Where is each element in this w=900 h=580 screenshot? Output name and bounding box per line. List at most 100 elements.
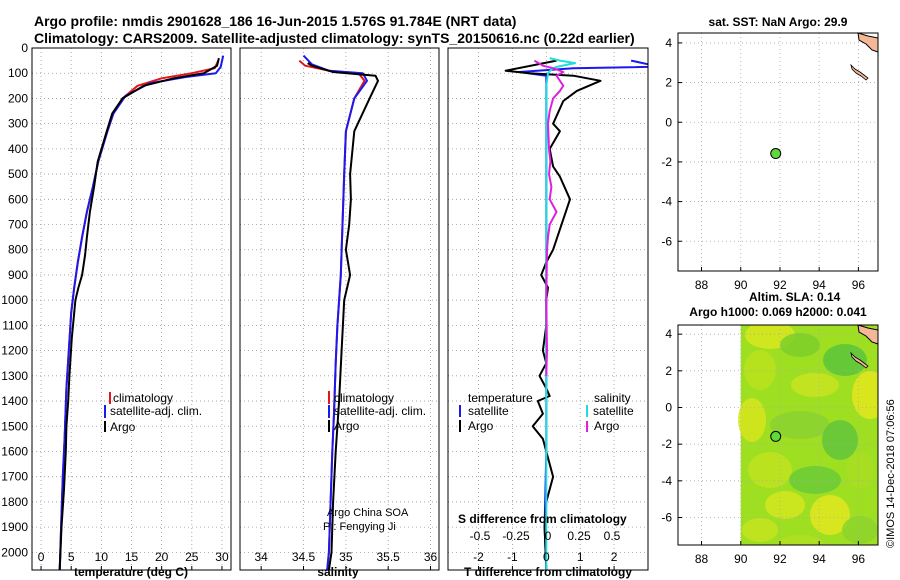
sla-map-panel: Altim. SLA: 0.14 Argo h1000: 0.069 h2000… [661, 290, 879, 566]
map-lat-label: -6 [661, 234, 672, 248]
map-lat-label: 2 [665, 364, 672, 378]
map-lon-label: 94 [812, 552, 826, 566]
map-lat-label: -2 [661, 437, 672, 451]
x-tick-label: 25 [185, 550, 199, 564]
map-lon-label: 88 [695, 552, 709, 566]
map-lat-label: 2 [665, 76, 672, 90]
sla-map-frame [677, 324, 879, 546]
map-lat-label: -6 [661, 511, 672, 525]
sla-field-patch [822, 420, 858, 460]
temperature-difference-label: T difference from climatology [464, 565, 632, 579]
salinity-legend-climatology-label: climatology [334, 391, 394, 405]
depth-tick-label: 1500 [1, 419, 28, 433]
sla-map-lat-labels: 4 2 0 -2 -4 -6 [661, 327, 672, 524]
argo-float-marker-sla [770, 430, 782, 442]
x-tick-label: 34 [254, 550, 268, 564]
depth-tick-label: 1200 [1, 344, 28, 358]
sla-field-patch [742, 518, 778, 542]
sla-field-patch [852, 371, 878, 419]
salinity-diff-tick-label: -0.25 [502, 529, 530, 543]
depth-tick-label: 1100 [2, 318, 28, 332]
sla-field [738, 325, 878, 545]
sla-field-patch [738, 398, 766, 442]
difference-legend-t-argo-label: Argo [468, 419, 494, 433]
depth-tick-label: 500 [8, 167, 28, 181]
series-line [307, 62, 379, 570]
salinity-legend-satellite-label: satellite-adj. clim. [334, 404, 426, 418]
map-lon-label: 92 [773, 552, 787, 566]
map-lat-label: -4 [661, 474, 672, 488]
salinity-x-label: salinity [317, 565, 359, 579]
x-tick-label: 36 [424, 550, 438, 564]
depth-tick-label: 1600 [1, 444, 28, 458]
map-lat-label: 0 [665, 115, 672, 129]
sst-map-frame [677, 32, 879, 272]
x-tick-label: 35.5 [377, 550, 401, 564]
credit-line2: PI: Fengying Ji [323, 521, 396, 533]
map-lat-label: -2 [661, 155, 672, 169]
depth-tick-labels: 0 100 200 300 400 500 600 700 800 900 1000 1100 1200… [1, 41, 28, 559]
figure-title-line2: Climatology: CARS2009. Satellite-adjuste… [34, 30, 635, 46]
temperature-x-tick-labels: 0 5 10 15 20 25 30 [38, 550, 229, 564]
sst-map-lat-labels: 4 2 0 -2 -4 -6 [661, 36, 672, 248]
depth-tick-label: 200 [8, 91, 28, 105]
x-tick-label: 20 [155, 550, 169, 564]
map-lat-label: 0 [665, 401, 672, 415]
depth-tick-label: 1000 [1, 293, 28, 307]
map-lon-label: 94 [812, 278, 826, 292]
series-line [58, 55, 225, 570]
legend-satellite-label: satellite-adj. clim. [110, 404, 202, 418]
sla-field-patch [770, 411, 830, 439]
x-tick-label: 0 [543, 550, 550, 564]
sla-field-patch [780, 333, 820, 357]
sla-map-title: Altim. SLA: 0.14 [749, 290, 841, 304]
salinity-panel: 34 34.5 35 35.5 36 salinity climatology sate… [239, 47, 440, 579]
x-tick-label: 35 [339, 550, 353, 564]
map-lon-label: 96 [852, 278, 866, 292]
map-lon-label: 92 [773, 278, 787, 292]
depth-tick-label: 1900 [1, 520, 28, 534]
difference-legend-s-argo-label: Argo [594, 419, 620, 433]
sst-map-islands [850, 63, 869, 81]
depth-tick-label: 400 [8, 142, 28, 156]
difference-legend-t-satellite-label: satellite [468, 404, 509, 418]
sla-field-patch [748, 452, 792, 488]
map-lon-label: 90 [734, 278, 748, 292]
depth-tick-label: 1300 [1, 369, 28, 383]
imos-watermark: ©IMOS 14-Dec-2018 07:06:56 [885, 399, 897, 548]
series-line [518, 59, 648, 570]
sst-map-lon-labels: 88 90 92 94 96 [695, 278, 866, 292]
sla-field-patch [789, 466, 841, 494]
difference-lines [504, 57, 648, 570]
figure-title-line1: Argo profile: nmdis 2901628_186 16-Jun-2… [34, 13, 516, 29]
difference-legend-s-satellite-label: satellite [593, 404, 634, 418]
difference-legend-salinity-header: salinity [594, 391, 631, 405]
temperature-panel: 0100200300400500600700800900100011001200… [1, 41, 232, 579]
temperature-frame [31, 47, 232, 571]
temperature-legend: climatology satellite-adj. clim. Argo [104, 391, 202, 434]
map-lon-label: 96 [852, 552, 866, 566]
x-tick-label: 15 [125, 550, 139, 564]
salinity-x-tick-labels: 34 34.5 35 35.5 36 [254, 550, 437, 564]
x-tick-label: 34.5 [292, 550, 316, 564]
salinity-frame [239, 47, 440, 571]
difference-x-tick-labels: -2 -1 0 1 2 [473, 550, 618, 564]
depth-tick-label: 700 [8, 218, 28, 232]
depth-tick-label: 0 [21, 41, 28, 55]
temperature-lines [58, 55, 225, 570]
difference-panel: -2 -1 0 1 2 -0.5 -0.25 0 0.25 0.5 S difference f… [447, 47, 649, 579]
salinity-diff-tick-label: 0.5 [604, 529, 621, 543]
sst-map-grid [678, 33, 878, 271]
difference-legend-temperature-header: temperature [468, 391, 533, 405]
salinity-lines [298, 54, 379, 570]
series-line [533, 59, 565, 376]
sst-map-title: sat. SST: NaN Argo: 29.9 [709, 15, 848, 29]
sla-field-patch [823, 344, 867, 376]
salinity-difference-label: S difference from climatology [458, 512, 627, 526]
depth-tick-label: 1400 [1, 394, 28, 408]
temperature-x-label: temperature (deg C) [74, 565, 188, 579]
depth-tick-label: 300 [8, 117, 28, 131]
credit-line1: Argo China SOA [327, 507, 409, 519]
salinity-legend-argo-label: Argo [334, 419, 360, 433]
